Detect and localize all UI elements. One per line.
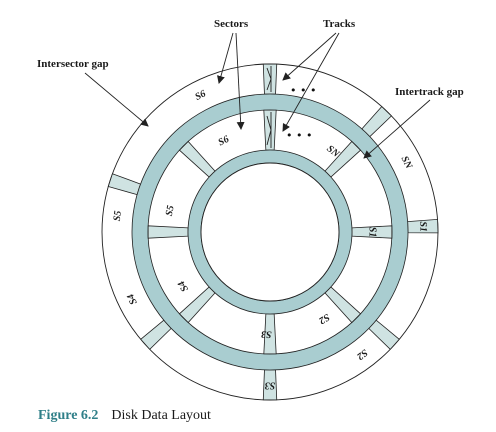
figure-title: Disk Data Layout xyxy=(111,408,211,423)
outer-sector-label-s4: S4 xyxy=(125,292,140,306)
intertrack-gap-arrow xyxy=(363,99,431,159)
inner-track-ellipsis: • • • xyxy=(286,129,312,142)
inner-sector-label-s2: S2 xyxy=(317,311,332,326)
inner-sector-label-s6: S6 xyxy=(216,134,230,149)
inner-intersector-gaps xyxy=(147,109,393,355)
inner-intersector-gap-0 xyxy=(263,109,277,151)
sectors-arrow-inner xyxy=(235,32,245,130)
inner-intersector-gap-6 xyxy=(147,225,189,239)
intersector-gap-arrow xyxy=(84,72,149,127)
inner-sector-label-s5: S5 xyxy=(164,204,177,217)
inner-sector-label-s4: S4 xyxy=(176,279,191,294)
inner-track-width-arrowhead-up xyxy=(266,115,272,131)
inner-sector-label-s1: S1 xyxy=(367,227,378,238)
outer-sector-label-s3: S3 xyxy=(265,380,276,391)
tracks-arrow-inner xyxy=(282,32,340,132)
figure-caption: Figure 6.2 Disk Data Layout xyxy=(38,406,211,423)
intersector-gap-label: Intersector gap xyxy=(37,58,109,70)
tracks-label: Tracks xyxy=(323,18,356,30)
outer-sector-label-s6: S6 xyxy=(193,88,207,103)
outer-sector-label-s5: S5 xyxy=(112,210,124,222)
outer-sector-label-sn: SN xyxy=(399,154,415,171)
sectors-arrow-outer xyxy=(217,32,234,84)
outer-intersector-gap-0 xyxy=(262,63,278,95)
sectors-label: Sectors xyxy=(214,18,249,30)
outer-track-width-arrowhead-down xyxy=(266,78,272,91)
outer-track-ellipsis: • • • xyxy=(290,84,316,97)
intertrack-gap-label: Intertrack gap xyxy=(395,86,464,98)
inner-track-width-arrowhead-down xyxy=(266,129,272,146)
disk-hub xyxy=(200,162,340,302)
disk xyxy=(101,63,439,401)
tracks-arrow-outer xyxy=(282,32,337,81)
outer-intersector-gaps xyxy=(107,63,439,401)
figure-number: Figure 6.2 xyxy=(38,408,98,423)
outer-track-width-arrowhead-up xyxy=(266,67,272,80)
inner-sector-label-s3: S3 xyxy=(261,328,272,339)
outer-sector-label-s1: S1 xyxy=(417,221,428,232)
